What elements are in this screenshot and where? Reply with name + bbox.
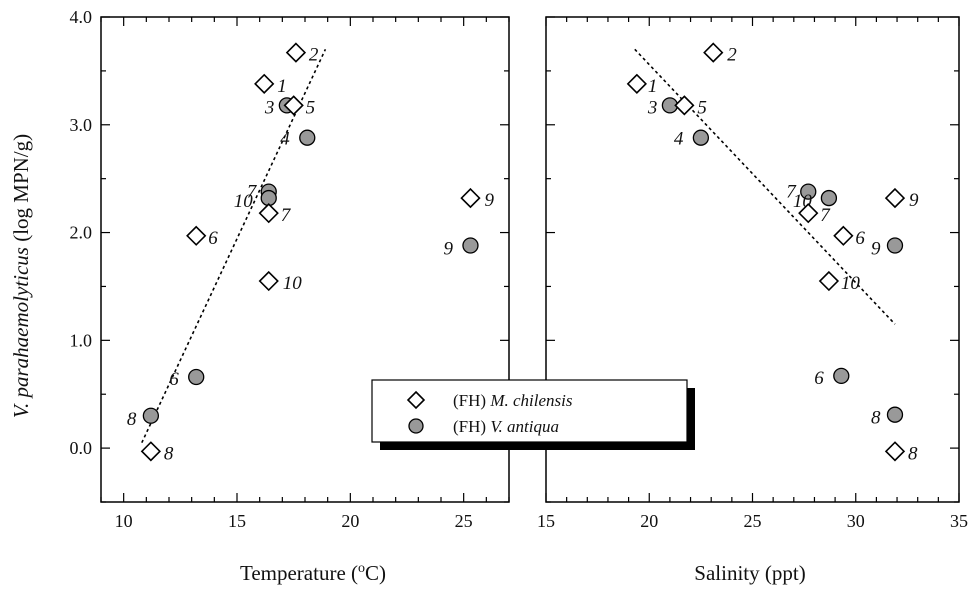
data-point-label: 9: [909, 190, 919, 211]
data-point-label: 2: [727, 45, 737, 66]
data-point-label: 9: [871, 238, 881, 259]
data-point-label: 8: [871, 408, 881, 429]
data-point-label: 10: [234, 191, 254, 212]
x-tick-label: 25: [744, 511, 762, 531]
data-point-label: 4: [674, 129, 684, 150]
legend-species: M. chilensis: [489, 391, 573, 410]
data-point-m-chilensis: [798, 203, 819, 224]
x-tick-label: 20: [341, 511, 359, 531]
data-point-label: 1: [277, 76, 287, 97]
data-point-label: 8: [164, 443, 174, 464]
data-point-m-chilensis: [884, 187, 906, 209]
data-point-m-chilensis: [285, 42, 307, 63]
data-point-m-chilensis: [258, 203, 279, 224]
data-point-label: 6: [855, 228, 865, 249]
y-tick-label: 1.0: [70, 330, 93, 350]
x-axis-label-temperature: Temperature (oC): [240, 561, 386, 585]
data-point-label: 6: [814, 368, 824, 389]
data-point-m-chilensis: [833, 225, 854, 246]
x-tick-label: 15: [228, 511, 246, 531]
data-point-label: 8: [127, 409, 137, 430]
x-tick-label: 25: [455, 511, 473, 531]
data-point-label: 5: [306, 97, 316, 118]
x-tick-label: 20: [640, 511, 658, 531]
data-point-m-chilensis: [254, 73, 275, 94]
legend-circle-icon: [408, 418, 424, 434]
y-tick-label: 4.0: [70, 7, 93, 27]
legend-label: (FH) V. antiqua: [453, 417, 559, 436]
data-point-m-chilensis: [258, 270, 279, 292]
data-point-v-antiqua: [692, 129, 710, 146]
data-point-label: 7: [786, 182, 797, 203]
data-point-v-antiqua: [299, 129, 316, 146]
data-point-label: 9: [443, 238, 453, 259]
data-point-label: 3: [264, 97, 275, 118]
data-point-m-chilensis: [703, 42, 724, 63]
data-point-v-antiqua: [462, 237, 479, 254]
y-tick-label: 2.0: [70, 223, 93, 243]
trend-line: [141, 48, 327, 444]
x-tick-label: 10: [115, 511, 133, 531]
y-axis-label-units: (log MPN/g): [9, 134, 33, 247]
legend-label: (FH) M. chilensis: [453, 391, 573, 410]
data-point-v-antiqua: [142, 407, 160, 424]
legend-species: V. antiqua: [490, 417, 559, 436]
legend-diamond-icon: [406, 390, 426, 410]
data-point-m-chilensis: [818, 270, 840, 292]
x-tick-label: 35: [950, 511, 968, 531]
data-point-v-antiqua: [820, 189, 838, 207]
legend-box: [371, 379, 688, 443]
y-tick-label: 3.0: [70, 115, 93, 135]
data-point-label: 1: [648, 76, 658, 97]
data-point-label: 6: [169, 369, 179, 390]
data-point-label: 8: [908, 443, 918, 464]
data-point-v-antiqua: [800, 183, 817, 200]
data-point-label: 4: [280, 129, 290, 150]
data-point-label: 2: [309, 45, 319, 66]
data-point-m-chilensis: [674, 95, 695, 116]
x-tick-label: 30: [847, 511, 865, 531]
data-point-label: 10: [841, 273, 861, 294]
data-point-v-antiqua: [833, 367, 850, 385]
data-point-label: 9: [484, 190, 494, 211]
data-point-m-chilensis: [283, 95, 304, 116]
y-tick-label: 0.0: [70, 438, 93, 458]
x-tick-label: 15: [537, 511, 555, 531]
data-point-m-chilensis: [884, 441, 906, 462]
data-point-label: 6: [208, 228, 218, 249]
x-axis-label-salinity: Salinity (ppt): [694, 561, 805, 585]
y-axis-label: V. parahaemolyticus (log MPN/g): [9, 134, 33, 418]
legend-prefix: (FH): [453, 417, 490, 436]
legend: (FH) M. chilensis(FH) V. antiqua: [371, 379, 695, 450]
data-point-v-antiqua: [886, 237, 904, 254]
data-point-v-antiqua: [188, 368, 205, 386]
data-point-label: 7: [820, 205, 831, 226]
data-point-m-chilensis: [460, 187, 481, 209]
legend-prefix: (FH): [453, 391, 490, 410]
data-point-m-chilensis: [626, 73, 647, 94]
data-point-label: 10: [283, 273, 303, 294]
data-point-v-antiqua: [886, 406, 904, 423]
data-point-m-chilensis: [140, 441, 161, 462]
data-point-label: 3: [647, 97, 658, 118]
data-point-label: 7: [247, 182, 258, 203]
data-point-m-chilensis: [186, 225, 207, 246]
data-point-label: 7: [281, 205, 292, 226]
data-point-label: 5: [697, 97, 707, 118]
y-axis-label-italic: V. parahaemolyticus: [9, 247, 33, 418]
